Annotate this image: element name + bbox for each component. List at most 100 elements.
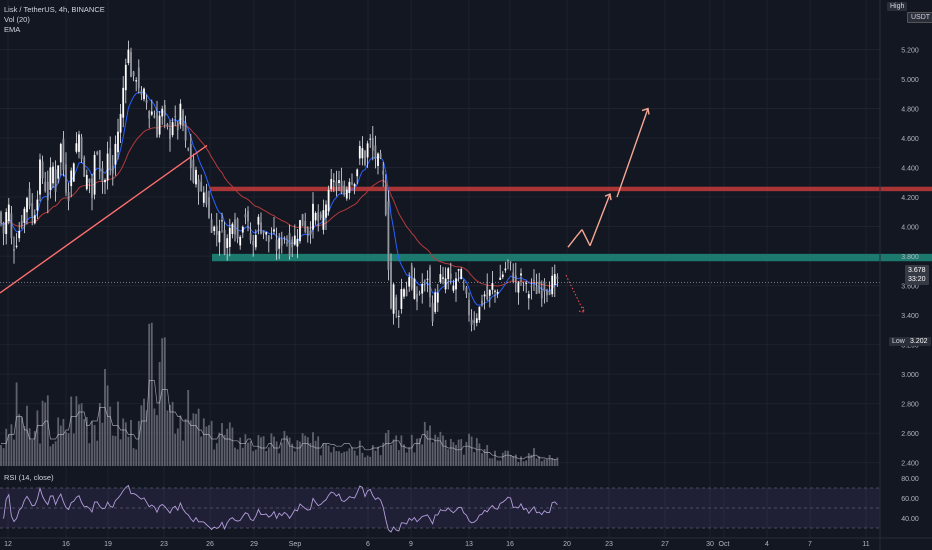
volume-bar [540,461,543,466]
candle-body [148,110,151,119]
candle-body [83,157,86,177]
candle-body [231,223,234,235]
candle-body [546,290,548,296]
price-tick-label: 3.000 [901,372,919,379]
price-tick-label: 4.200 [901,195,919,202]
time-tick-label: 26 [206,541,214,548]
candle-body [379,153,382,159]
candle-body [156,112,158,138]
volume-bar [530,454,533,466]
candle-body [405,289,408,297]
time-tick-label: 6 [366,541,370,548]
volume-bar [236,449,239,466]
candle-body [520,273,522,276]
volume-bar [483,449,486,466]
time-tick-label: 13 [465,541,473,548]
volume-bar [153,408,156,466]
ema-indicator-label[interactable]: EMA [4,25,21,34]
candle-body [88,178,91,184]
volume-bar [439,431,442,466]
candle-body [153,115,156,118]
candle-body [54,169,57,192]
candle-body [80,136,83,160]
rsi-indicator-label[interactable]: RSI (14, close) [4,473,54,482]
candle-body [353,183,356,187]
candle-body [395,297,398,310]
candle-body [124,64,127,91]
volume-bar [335,451,338,466]
rsi-tick-label: 80.00 [901,476,919,483]
candle-body [13,248,15,251]
volume-bar [340,453,343,466]
volume-bar [36,410,39,466]
candle-body [291,239,294,248]
candle-body [114,143,117,165]
forecast-up-path [581,229,591,247]
forecast-arrowhead [604,193,612,201]
time-tick-label: 16 [506,541,514,548]
volume-bar [57,417,60,466]
currency-label[interactable]: USDT [907,12,932,23]
volume-bar [413,452,416,466]
volume-bar [475,438,478,466]
forecast-up-path [567,236,577,248]
volume-bar [239,437,242,466]
volume-bar [148,323,151,466]
candle-body [15,245,18,247]
volume-bar [117,401,119,466]
candle-body [72,163,75,182]
volume-bar [395,435,398,466]
volume-bar [210,420,213,466]
candle-body [109,148,112,170]
candle-body [345,189,348,199]
volume-bar [28,428,31,466]
time-tick-label: 27 [661,541,669,548]
candle-body [410,265,413,289]
volume-bar [314,440,317,466]
forecast-arrowhead [641,107,650,115]
volume-bar [262,436,265,466]
volume-bar [111,435,114,466]
volume-bar [80,403,83,466]
volume-bar [218,432,221,466]
volume-bar [535,458,538,466]
candle-body [533,279,535,281]
candle-body [317,212,320,222]
volume-bar [228,422,231,466]
candle-body [262,230,265,234]
candle-body [384,184,387,215]
candle-body [314,212,317,221]
volume-bar [104,369,106,466]
candle-body [431,303,434,322]
volume-indicator-label[interactable]: Vol (20) [4,15,30,24]
candle-body [23,208,26,223]
candle-body [491,283,494,290]
volume-bar [205,426,208,466]
volume-ma-line [1,380,558,461]
candle-body [163,105,166,116]
candle-body [330,179,333,190]
time-tick-label: 12 [4,541,12,548]
candle-body [31,203,34,217]
volume-bar [436,437,439,466]
candle-body [374,145,377,160]
candle-body [358,146,361,159]
candle-body [366,143,369,158]
volume-bar [517,461,520,466]
candle-body [244,214,247,218]
volume-bar [353,450,356,466]
volume-bar [234,447,236,466]
volume-bar [189,420,192,466]
candle-body [327,189,330,212]
candle-body [2,222,5,234]
time-tick-label: 11 [862,541,869,548]
volume-bar [429,425,431,466]
volume-bar [174,433,177,466]
volume-bar [260,437,262,466]
volume-bar [208,425,210,466]
volume-bar [478,443,481,466]
candle-body [208,197,210,218]
volume-bar [405,452,408,466]
candle-body [270,237,273,239]
